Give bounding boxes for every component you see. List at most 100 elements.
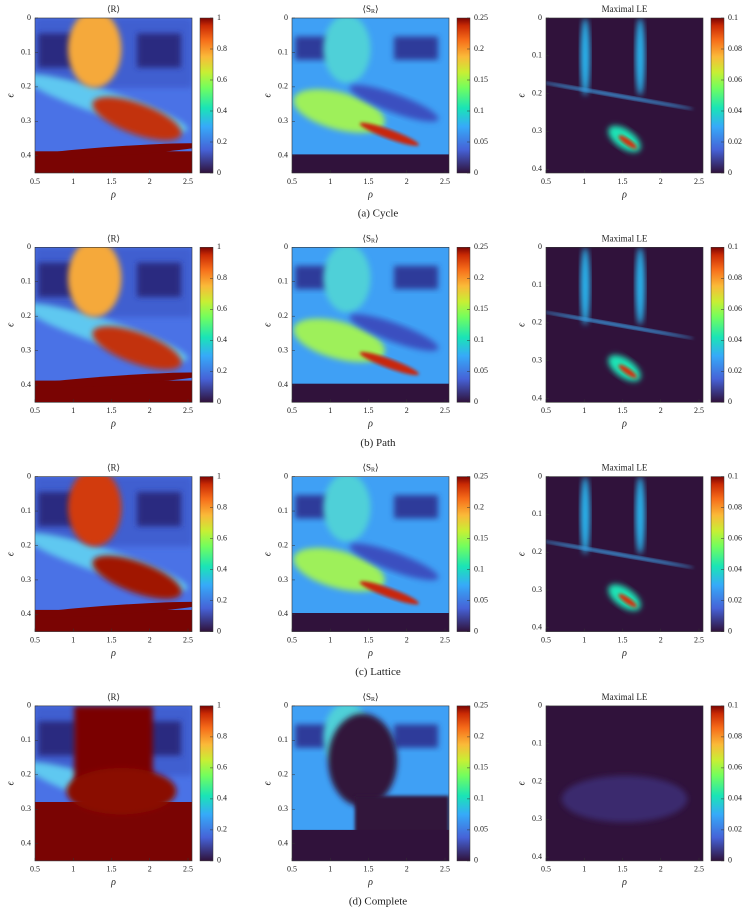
- x-tick-label: 0.5: [30, 177, 40, 186]
- y-tick-label: 0.1: [532, 280, 542, 289]
- y-tick-label: 0.4: [21, 380, 31, 389]
- x-axis-label: ρ: [367, 877, 373, 888]
- panel: Maximal LE 0.5 1 1.5 2 2.5 0 0.1 0.2 0.3 0.4 ρ ϵ 0 0.0…: [516, 692, 742, 888]
- y-tick-label: 0.4: [21, 839, 31, 848]
- x-tick-label: 1.5: [364, 177, 374, 186]
- y-tick-label: 0.2: [532, 318, 542, 327]
- x-tick-label: 2.5: [440, 865, 450, 874]
- y-tick-label: 0.4: [278, 151, 288, 160]
- colorbar-tick-label: 0: [217, 626, 221, 635]
- panel-title: Maximal LE: [602, 233, 648, 243]
- y-axis-label: ϵ: [5, 780, 16, 785]
- colorbar: [456, 17, 471, 174]
- panel: ⟨SR⟩ 0.5 1 1.5 2 2.5 0 0.1 0.2 0.3 0.4 ρ ϵ 0 0.05 0.1 0.…: [262, 463, 488, 659]
- colorbar-tick-label: 0.1: [728, 701, 738, 710]
- colorbar-tick-label: 0.05: [474, 825, 488, 834]
- x-tick-label: 1.5: [618, 635, 628, 644]
- x-tick-label: 1.5: [107, 865, 117, 874]
- x-axis-label: ρ: [367, 189, 373, 200]
- y-tick-label: 0.3: [532, 126, 542, 135]
- y-tick-label: 0.3: [532, 585, 542, 594]
- x-tick-label: 1.5: [618, 406, 628, 415]
- y-tick-label: 0.2: [278, 311, 288, 320]
- y-tick-label: 0.4: [532, 164, 542, 173]
- subfigure-row: ⟨R⟩ 0.5 1 1.5 2 2.5 0 0.1 0.2 0.3 0.4 ρ ϵ 0 0.2 0.4 0.6 0…: [5, 692, 742, 907]
- y-axis-label: ϵ: [262, 322, 273, 327]
- subfigure-caption: (d) Complete: [349, 895, 407, 907]
- y-tick-label: 0.2: [278, 82, 288, 91]
- panel: ⟨R⟩ 0.5 1 1.5 2 2.5 0 0.1 0.2 0.3 0.4 ρ ϵ 0 0.2 0.4 0.6 0…: [5, 4, 227, 200]
- x-axis-label: ρ: [621, 648, 627, 659]
- colorbar-tick-label: 0.25: [474, 701, 488, 710]
- x-tick-label: 0.5: [30, 406, 40, 415]
- x-tick-label: 2.5: [694, 635, 704, 644]
- x-tick-label: 1: [582, 406, 586, 415]
- y-tick-label: 0.1: [278, 277, 288, 286]
- y-tick-label: 0.3: [278, 575, 288, 584]
- colorbar-tick-label: 0.2: [217, 366, 227, 375]
- colorbar-tick-label: 0.8: [217, 44, 227, 53]
- colorbar: [456, 705, 471, 862]
- panel: ⟨R⟩ 0.5 1 1.5 2 2.5 0 0.1 0.2 0.3 0.4 ρ ϵ 0 0.2 0.4 0.6 0…: [5, 692, 227, 888]
- subfigure-row: ⟨R⟩ 0.5 1 1.5 2 2.5 0 0.1 0.2 0.3 0.4 ρ ϵ 0 0.2 0.4 0.6 0…: [5, 233, 742, 448]
- y-tick-label: 0: [538, 13, 542, 22]
- x-axis-label: ρ: [110, 419, 116, 430]
- x-tick-label: 2.5: [694, 177, 704, 186]
- y-tick-label: 0.2: [21, 770, 31, 779]
- axes-frame: [34, 247, 193, 403]
- heatmap: [292, 476, 449, 632]
- axes-frame: [34, 17, 193, 174]
- subfigure-caption: (c) Lattice: [355, 666, 401, 678]
- y-tick-label: 0: [538, 471, 542, 480]
- colorbar-tick-label: 0.1: [474, 564, 484, 573]
- y-tick-label: 0: [27, 13, 31, 22]
- panel: Maximal LE 0.5 1 1.5 2 2.5 0 0.1 0.2 0.3 0.4 ρ ϵ 0 0.0…: [516, 463, 742, 659]
- panel-title: Maximal LE: [602, 463, 648, 473]
- x-tick-label: 1: [328, 635, 332, 644]
- colorbar: [456, 247, 471, 403]
- x-tick-label: 1: [328, 406, 332, 415]
- heatmap: [35, 247, 192, 403]
- y-axis-label: ϵ: [516, 551, 527, 556]
- x-tick-label: 1: [328, 865, 332, 874]
- y-tick-label: 0.4: [278, 380, 288, 389]
- colorbar-tick-label: 0.2: [474, 502, 484, 511]
- colorbar-tick-label: 0.15: [474, 763, 488, 772]
- panel-title: Maximal LE: [602, 692, 648, 702]
- y-tick-label: 0.2: [21, 311, 31, 320]
- axes-frame: [545, 17, 704, 174]
- x-tick-label: 2.5: [440, 406, 450, 415]
- x-tick-label: 2.5: [183, 635, 193, 644]
- axes-frame: [545, 476, 704, 632]
- y-axis-label: ϵ: [5, 551, 16, 556]
- x-axis-label: ρ: [621, 877, 627, 888]
- y-tick-label: 0.4: [278, 839, 288, 848]
- x-axis-label: ρ: [110, 877, 116, 888]
- y-tick-label: 0.3: [532, 356, 542, 365]
- colorbar-tick-label: 0: [474, 397, 478, 406]
- y-tick-label: 0.1: [21, 506, 31, 515]
- colorbar-tick-label: 0.2: [217, 595, 227, 604]
- y-tick-label: 0.1: [278, 735, 288, 744]
- colorbar: [456, 476, 471, 632]
- colorbar-tick-label: 0.25: [474, 242, 488, 251]
- x-axis-label: ρ: [621, 419, 627, 430]
- colorbar-tick-label: 0.2: [474, 273, 484, 282]
- colorbar-tick-label: 0: [217, 168, 221, 177]
- colorbar-tick-label: 1: [217, 701, 221, 710]
- colorbar: [710, 17, 725, 174]
- axes-frame: [34, 476, 193, 632]
- y-tick-label: 0: [538, 701, 542, 710]
- x-tick-label: 1.5: [364, 865, 374, 874]
- x-tick-label: 0.5: [30, 865, 40, 874]
- colorbar-tick-label: 0.1: [474, 106, 484, 115]
- colorbar-tick-label: 0.2: [217, 137, 227, 146]
- subfigure-caption: (a) Cycle: [358, 208, 399, 220]
- colorbar-tick-label: 0.02: [728, 366, 742, 375]
- panel-title: Maximal LE: [602, 4, 648, 14]
- x-tick-label: 1.5: [107, 177, 117, 186]
- x-tick-label: 2.5: [440, 177, 450, 186]
- y-tick-label: 0: [27, 471, 31, 480]
- panel-title: ⟨R⟩: [107, 463, 120, 473]
- x-tick-label: 2: [148, 177, 152, 186]
